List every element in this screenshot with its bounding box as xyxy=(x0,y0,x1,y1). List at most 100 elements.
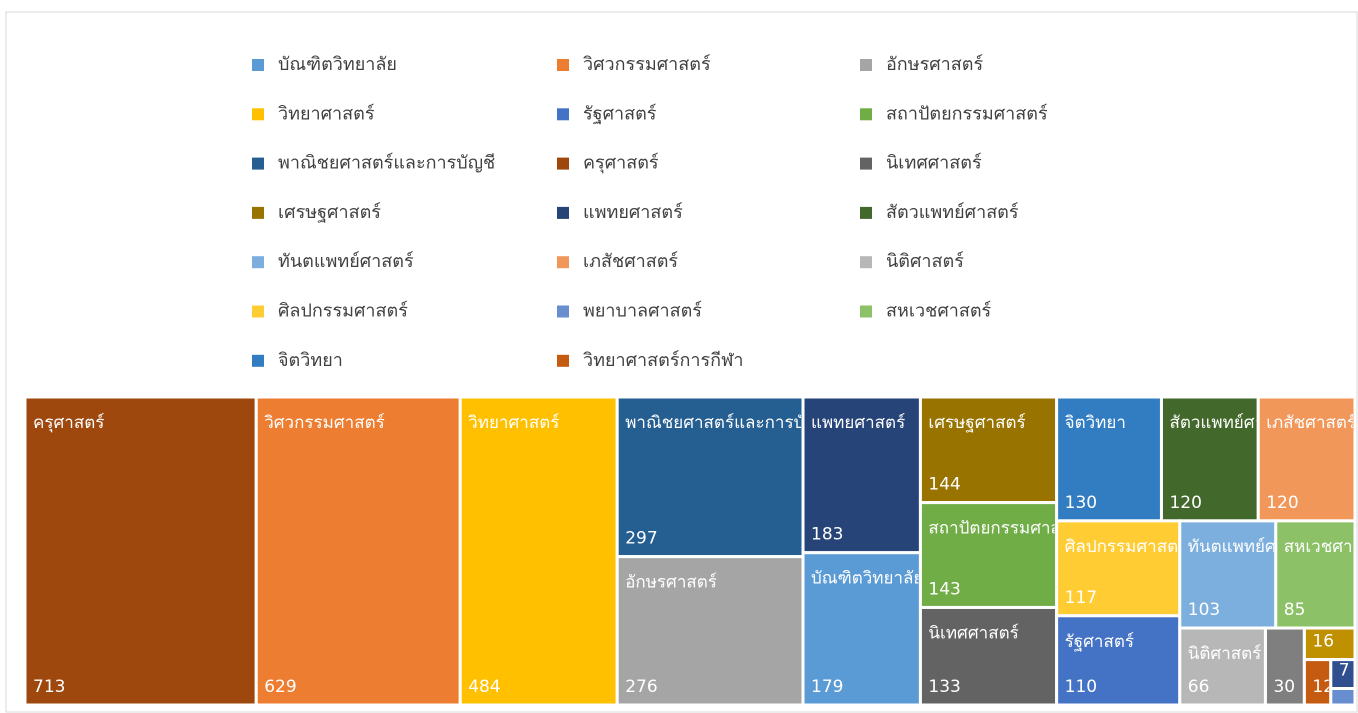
cell-name: จิตวิทยา xyxy=(1065,413,1126,433)
cell-labels: วิทยาศาสตร์ 484 xyxy=(468,413,560,697)
cell-value: 179 xyxy=(811,677,843,697)
legend-swatch xyxy=(860,59,872,71)
treemap-cell xyxy=(254,395,462,707)
cell-value: 276 xyxy=(625,677,657,697)
cell-value: 629 xyxy=(264,677,296,697)
treemap-cell xyxy=(1256,395,1357,523)
treemap-cell xyxy=(1055,395,1163,523)
cell-name: เศรษฐศาสตร์ xyxy=(928,413,1025,433)
legend-swatch xyxy=(557,108,569,121)
legend-label: รัฐศาสตร์ xyxy=(583,103,657,124)
cell-value: 484 xyxy=(468,677,500,697)
cell-name: แพทยศาสตร์ xyxy=(811,413,905,433)
cell-value: 110 xyxy=(1065,677,1097,697)
legend-label: วิทยาศาสตร์การกีฬา xyxy=(583,350,744,371)
cell-labels: สถาปัตยกรรมศาสตร์ 143 xyxy=(928,519,1081,600)
cell-name: ครุศาสตร์ xyxy=(33,413,104,433)
legend-label: ศิลปกรรมศาสตร์ xyxy=(278,301,408,322)
cell-labels: 30 xyxy=(1273,677,1295,697)
cell-name: รัฐศาสตร์ xyxy=(1065,632,1134,652)
legend-swatch xyxy=(860,157,872,170)
cell-value: 133 xyxy=(928,677,960,697)
legend-swatch xyxy=(252,305,264,318)
legend-swatch xyxy=(860,108,872,121)
cell-name: ทันตแพทย์ศาสตร์ xyxy=(1188,537,1316,557)
cell-value: 144 xyxy=(928,475,960,495)
cell-name: วิทยาศาสตร์ xyxy=(468,413,560,433)
legend-swatch xyxy=(860,256,872,269)
treemap-cell xyxy=(918,605,1059,707)
legend-label: สัตวแพทย์ศาสตร์ xyxy=(886,202,1019,223)
cell-labels: รัฐศาสตร์ 110 xyxy=(1065,632,1134,697)
cell-value: 16 xyxy=(1312,632,1334,652)
cell-value: 85 xyxy=(1284,600,1306,620)
cell-name: สหเวชศาสตร์ xyxy=(1284,537,1358,557)
cell-value: 130 xyxy=(1065,493,1097,513)
legend-swatch xyxy=(557,256,569,269)
cell-value: 297 xyxy=(625,529,657,549)
legend-swatch xyxy=(252,59,264,71)
cell-labels: 16 xyxy=(1312,632,1334,652)
legend-swatch xyxy=(252,206,264,219)
cell-labels: นิเทศศาสตร์ 133 xyxy=(928,623,1018,697)
cell-name: อักษรศาสตร์ xyxy=(625,573,717,593)
legend-label: เศรษฐศาสตร์ xyxy=(278,202,381,223)
legend-swatch xyxy=(557,354,569,367)
cell-value: 120 xyxy=(1169,493,1201,513)
treemap-cell xyxy=(1329,686,1357,707)
treemap-cell xyxy=(615,555,805,707)
legend-label: นิติศาสตร์ xyxy=(886,251,964,272)
cell-labels: สหเวชศาสตร์ 85 xyxy=(1284,537,1358,620)
cell-labels: 7 xyxy=(1339,662,1350,681)
cell-labels: อักษรศาสตร์ 276 xyxy=(625,573,717,697)
cell-labels: จิตวิทยา 130 xyxy=(1065,413,1126,513)
legend-label: วิศวกรรมศาสตร์ xyxy=(583,54,711,75)
legend-label: จิตวิทยา xyxy=(278,350,343,371)
legend-label: สหเวชศาสตร์ xyxy=(886,301,992,322)
cell-value: 117 xyxy=(1065,588,1097,608)
cell-name: บัณฑิตวิทยาลัย xyxy=(811,569,923,589)
cell-name: สถาปัตยกรรมศาสตร์ xyxy=(928,519,1081,539)
cell-value: 183 xyxy=(811,525,843,545)
cell-value: 66 xyxy=(1188,677,1210,697)
cell-value: 143 xyxy=(928,579,960,599)
legend-label: สถาปัตยกรรมศาสตร์ xyxy=(886,103,1048,124)
legend-label: ทันตแพทย์ศาสตร์ xyxy=(278,251,414,272)
cell-name: เภสัชศาสตร์ xyxy=(1266,413,1356,433)
legend-label: วิทยาศาสตร์ xyxy=(278,103,375,124)
cell-labels: ครุศาสตร์ 713 xyxy=(33,413,104,697)
legend-swatch xyxy=(557,157,569,170)
legend-label: อักษรศาสตร์ xyxy=(886,54,983,75)
chart-frame xyxy=(5,11,1358,713)
treemap-cell xyxy=(458,395,619,707)
cell-labels: 12 xyxy=(1312,677,1334,697)
legend-label: พาณิชยศาสตร์และการบัญชี xyxy=(278,153,495,174)
treemap-cell xyxy=(1055,614,1182,707)
cell-name: พาณิชยศาสตร์และการบัญชี xyxy=(625,413,830,433)
legend-label: พยาบาลศาสตร์ xyxy=(583,301,702,322)
legend-label: ครุศาสตร์ xyxy=(583,153,659,174)
treemap-cell xyxy=(1302,626,1357,662)
legend-swatch xyxy=(252,108,264,121)
cell-labels: ศิลปกรรมศาสตร์ 117 xyxy=(1065,537,1178,608)
cell-name: นิติศาสตร์ xyxy=(1188,644,1262,664)
cell-labels: วิศวกรรมศาสตร์ 629 xyxy=(264,413,385,697)
legend-swatch xyxy=(557,206,569,219)
legend-swatch xyxy=(860,305,872,318)
treemap-cell xyxy=(1263,626,1306,707)
cell-labels: นิติศาสตร์ 66 xyxy=(1188,644,1262,697)
legend-swatch xyxy=(557,59,569,71)
legend-swatch xyxy=(860,206,872,219)
cell-name: วิศวกรรมศาสตร์ xyxy=(264,413,385,433)
legend-label: เภสัชศาสตร์ xyxy=(583,251,678,272)
legend-swatch xyxy=(252,256,264,269)
cell-value: 30 xyxy=(1273,677,1295,697)
cell-labels: สัตวแพทย์ศาสตร์ 120 xyxy=(1169,413,1256,513)
cell-labels: พาณิชยศาสตร์และการบัญชี 297 xyxy=(625,413,830,549)
treemap-cell xyxy=(918,501,1059,609)
cell-labels: บัณฑิตวิทยาลัย 179 xyxy=(811,569,923,697)
cell-value: 12 xyxy=(1312,677,1334,697)
cell-name: นิเทศศาสตร์ xyxy=(928,623,1018,643)
cell-labels: เศรษฐศาสตร์ 144 xyxy=(928,413,1025,495)
treemap-cell xyxy=(615,395,805,559)
